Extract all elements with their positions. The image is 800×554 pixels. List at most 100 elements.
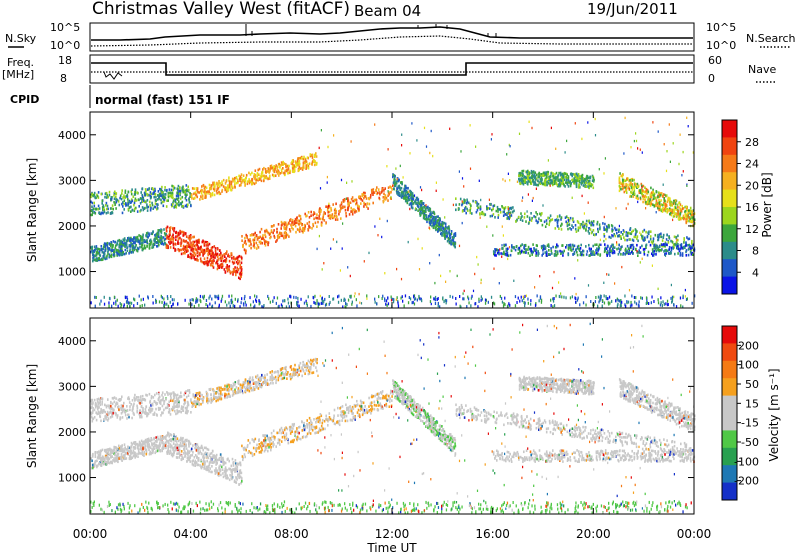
echo-cell (555, 171, 558, 175)
echo-cell (668, 248, 670, 251)
echo-cell (679, 296, 682, 300)
echo-cell (136, 210, 139, 213)
echo-cell (668, 236, 670, 239)
echo-cell (420, 207, 423, 211)
echo-cell (141, 198, 144, 202)
echo-cell (614, 234, 617, 238)
echo-cell (435, 223, 437, 227)
echo-cell (634, 185, 636, 188)
echo-cell (518, 132, 521, 135)
echo-cell (229, 270, 231, 273)
echo-cell (435, 215, 438, 219)
echo-cell (394, 174, 396, 178)
echo-cell (399, 188, 402, 191)
echo-cell (209, 258, 212, 261)
echo-cell (518, 246, 521, 250)
echo-cell (173, 227, 176, 230)
echo-cell (645, 189, 647, 193)
echo-cell (195, 300, 197, 304)
echo-cell (462, 209, 464, 213)
echo-cell (463, 289, 465, 293)
echo-cell (418, 205, 420, 209)
echo-cell (561, 177, 564, 180)
echo-cell (143, 246, 146, 250)
echo-cell (202, 239, 204, 243)
echo-cell (680, 210, 683, 213)
echo-cell (397, 190, 400, 194)
echo-cell (433, 219, 436, 223)
echo-cell (525, 248, 527, 251)
echo-cell (501, 252, 504, 256)
echo-cell (396, 187, 398, 190)
echo-cell (259, 230, 261, 234)
echo-cell (228, 182, 231, 185)
echo-cell (605, 295, 607, 299)
echo-cell (409, 152, 411, 155)
echo-cell (92, 256, 94, 260)
echo-cell (298, 304, 300, 308)
nave-label: Nave (748, 63, 776, 76)
echo-cell (620, 247, 622, 251)
echo-cell (383, 189, 385, 192)
echo-cell (518, 174, 520, 177)
echo-cell (256, 172, 259, 175)
echo-cell (313, 212, 316, 215)
echo-cell (458, 244, 461, 248)
echo-cell (163, 200, 165, 203)
echo-cell (444, 225, 447, 228)
echo-cell (121, 253, 123, 257)
echo-cell (150, 241, 152, 245)
echo-cell (401, 182, 403, 186)
echo-cell (613, 233, 615, 236)
echo-cell (91, 245, 93, 249)
echo-cell (276, 227, 278, 231)
echo-cell (97, 207, 100, 211)
echo-cell (297, 296, 299, 300)
echo-cell (645, 187, 648, 191)
echo-cell (519, 252, 521, 255)
echo-cell (280, 168, 283, 172)
echo-cell (417, 209, 419, 212)
echo-cell (268, 177, 271, 180)
echo-cell (166, 237, 168, 240)
echo-cell (313, 300, 315, 304)
echo-cell (351, 302, 353, 306)
echo-cell (168, 188, 171, 191)
echo-cell (210, 193, 212, 196)
echo-cell (489, 203, 491, 206)
echo-cell (186, 247, 188, 251)
echo-cell (272, 231, 274, 235)
echo-cell (685, 249, 688, 252)
echo-cell (248, 244, 251, 248)
echo-cell (224, 186, 226, 189)
echo-cell (140, 191, 142, 194)
echo-cell (218, 303, 220, 307)
echo-cell (249, 179, 251, 183)
echo-cell (317, 220, 319, 224)
echo-cell (222, 178, 225, 182)
echo-cell (500, 296, 503, 300)
echo-cell (608, 252, 610, 255)
echo-cell (342, 199, 345, 202)
echo-cell (249, 238, 251, 241)
echo-cell (345, 302, 347, 305)
echo-cell (321, 268, 323, 271)
echo-cell (185, 189, 187, 192)
echo-cell (523, 175, 525, 178)
echo-cell (491, 214, 493, 218)
echo-cell (158, 240, 161, 243)
echo-cell (633, 296, 636, 299)
echo-cell (295, 221, 297, 224)
echo-cell (608, 273, 610, 276)
echo-cell (91, 213, 93, 217)
echo-cell (199, 294, 202, 298)
echo-cell (569, 180, 571, 183)
echo-cell (196, 254, 199, 258)
echo-cell (577, 173, 580, 176)
echo-cell (184, 251, 186, 255)
echo-cell (581, 176, 583, 180)
echo-cell (112, 253, 115, 257)
echo-cell (542, 249, 544, 252)
echo-cell (585, 178, 587, 182)
echo-cell (245, 249, 247, 252)
